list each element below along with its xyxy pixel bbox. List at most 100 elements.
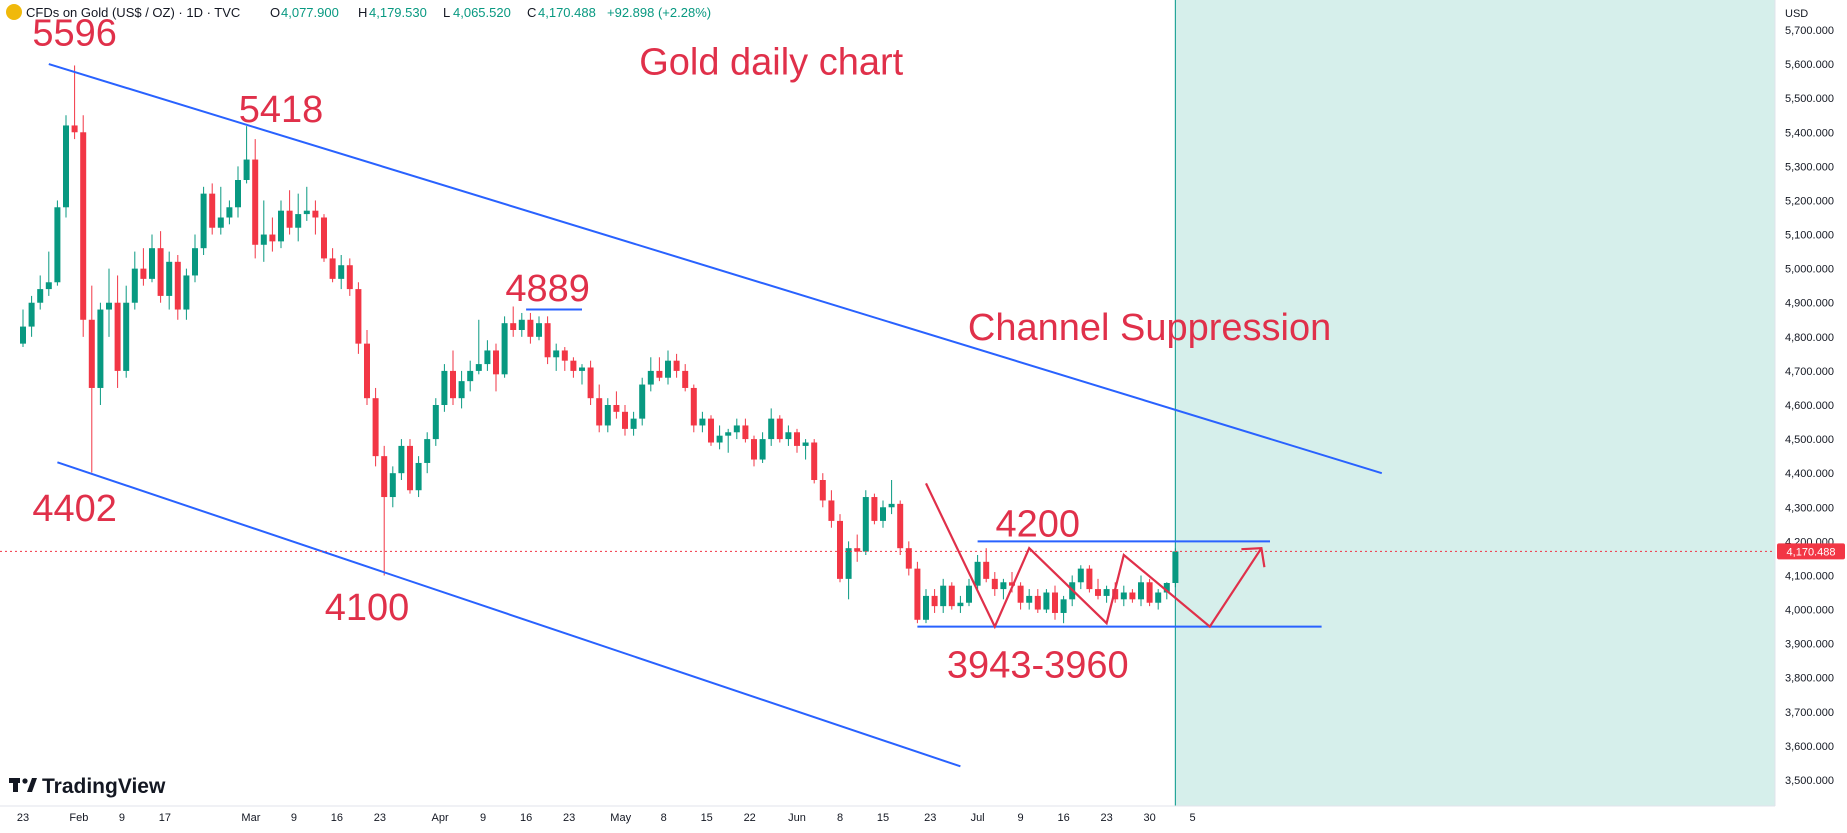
candle-body xyxy=(381,456,388,498)
candle-body xyxy=(20,326,26,344)
candle-body xyxy=(828,500,835,521)
candle-body xyxy=(278,210,284,242)
candle xyxy=(269,217,276,252)
candle-body xyxy=(200,193,207,249)
candle xyxy=(1172,548,1179,588)
time-tick-label: 16 xyxy=(331,812,343,824)
candle-body xyxy=(957,602,964,607)
open-label: O xyxy=(270,5,280,20)
candle xyxy=(71,65,78,140)
time-tick-label: 9 xyxy=(291,812,297,824)
candle xyxy=(570,357,577,378)
candle-body xyxy=(140,268,147,279)
price-tick-label: 4,900.000 xyxy=(1785,298,1834,310)
price-tick-label: 5,200.000 xyxy=(1785,195,1834,207)
candle xyxy=(837,514,843,583)
candle-body xyxy=(639,384,646,419)
candle-body xyxy=(673,360,680,371)
price-tick-label: 3,500.000 xyxy=(1785,775,1834,787)
candle xyxy=(948,582,955,610)
price-tag-background xyxy=(1777,543,1845,560)
candle-body xyxy=(1017,585,1024,603)
candle-body xyxy=(312,210,319,218)
candle-body xyxy=(561,350,568,361)
candles-layer xyxy=(20,65,1179,624)
candle xyxy=(991,572,998,596)
candle-body xyxy=(613,405,620,412)
price-axis-panel[interactable] xyxy=(1775,0,1847,828)
candle xyxy=(467,360,474,392)
time-axis-panel[interactable] xyxy=(0,806,1847,828)
candle xyxy=(1120,585,1127,607)
candle xyxy=(415,456,422,498)
currency-label: USD xyxy=(1785,8,1808,20)
candle-body xyxy=(940,585,947,607)
candle-body xyxy=(192,248,198,276)
candle xyxy=(28,295,35,337)
price-tick-label: 5,000.000 xyxy=(1785,264,1834,276)
candle-body xyxy=(1112,589,1119,600)
price-tick-label: 4,600.000 xyxy=(1785,400,1834,412)
candle-body xyxy=(854,548,861,552)
candle-body xyxy=(630,418,637,429)
candle xyxy=(561,347,568,371)
candle xyxy=(785,425,792,446)
time-axis[interactable]: 23 Feb 9 17 Mar 9 16 23 Apr 9 16 23 May 8 15 22 Jun 8 15 23… xyxy=(17,812,1196,824)
tradingview-brand[interactable]: TradingView xyxy=(9,775,166,798)
candle xyxy=(450,350,456,405)
candle xyxy=(974,555,981,590)
candle-body xyxy=(286,210,293,228)
candle-body xyxy=(1103,589,1110,596)
time-tick-label: 15 xyxy=(701,812,713,824)
candle xyxy=(1077,565,1084,590)
candle-body xyxy=(432,405,439,440)
candle-body xyxy=(905,548,912,569)
candle xyxy=(364,330,370,405)
candle xyxy=(80,115,87,337)
candle-body xyxy=(742,425,749,440)
candle-body xyxy=(493,350,499,375)
candle xyxy=(1017,582,1024,610)
candle-body xyxy=(217,217,224,228)
candle-body xyxy=(131,268,138,303)
candle xyxy=(200,186,207,255)
price-axis[interactable]: 5,700.000 5,600.000 5,500.000 5,400.000 5,30… xyxy=(1785,25,1834,787)
candle-body xyxy=(71,125,78,133)
price-tick-label: 5,300.000 xyxy=(1785,161,1834,173)
candle-body xyxy=(467,370,474,382)
price-tick-label: 3,800.000 xyxy=(1785,673,1834,685)
candle xyxy=(303,186,310,221)
time-tick-label: 16 xyxy=(520,812,532,824)
candle-body xyxy=(37,289,44,303)
candle xyxy=(355,282,362,354)
time-tick-label: 23 xyxy=(924,812,936,824)
candle-body xyxy=(1000,582,1007,590)
price-tick-label: 5,100.000 xyxy=(1785,230,1834,242)
candle-body xyxy=(364,343,370,399)
channel-upper-line xyxy=(48,63,1383,475)
candle-body xyxy=(553,350,560,358)
candle-body xyxy=(948,585,955,607)
time-tick-label: Jul xyxy=(971,812,985,824)
candle-body xyxy=(880,507,886,521)
candle-body xyxy=(794,432,800,446)
candle xyxy=(802,439,809,460)
candle-body xyxy=(80,132,87,320)
candle xyxy=(673,353,680,378)
candle xyxy=(1086,565,1093,593)
future-zone xyxy=(1175,0,1775,806)
candle-body xyxy=(768,418,775,440)
candle xyxy=(983,548,990,583)
candle-body xyxy=(209,193,216,228)
candle xyxy=(329,248,336,283)
candle xyxy=(914,561,921,624)
tradingview-logo-icon xyxy=(9,778,37,792)
candle-body xyxy=(587,367,594,399)
candle xyxy=(880,500,886,528)
candle-body xyxy=(1009,582,1015,586)
candle xyxy=(286,190,293,235)
candle xyxy=(157,231,164,303)
candle xyxy=(1103,585,1110,603)
